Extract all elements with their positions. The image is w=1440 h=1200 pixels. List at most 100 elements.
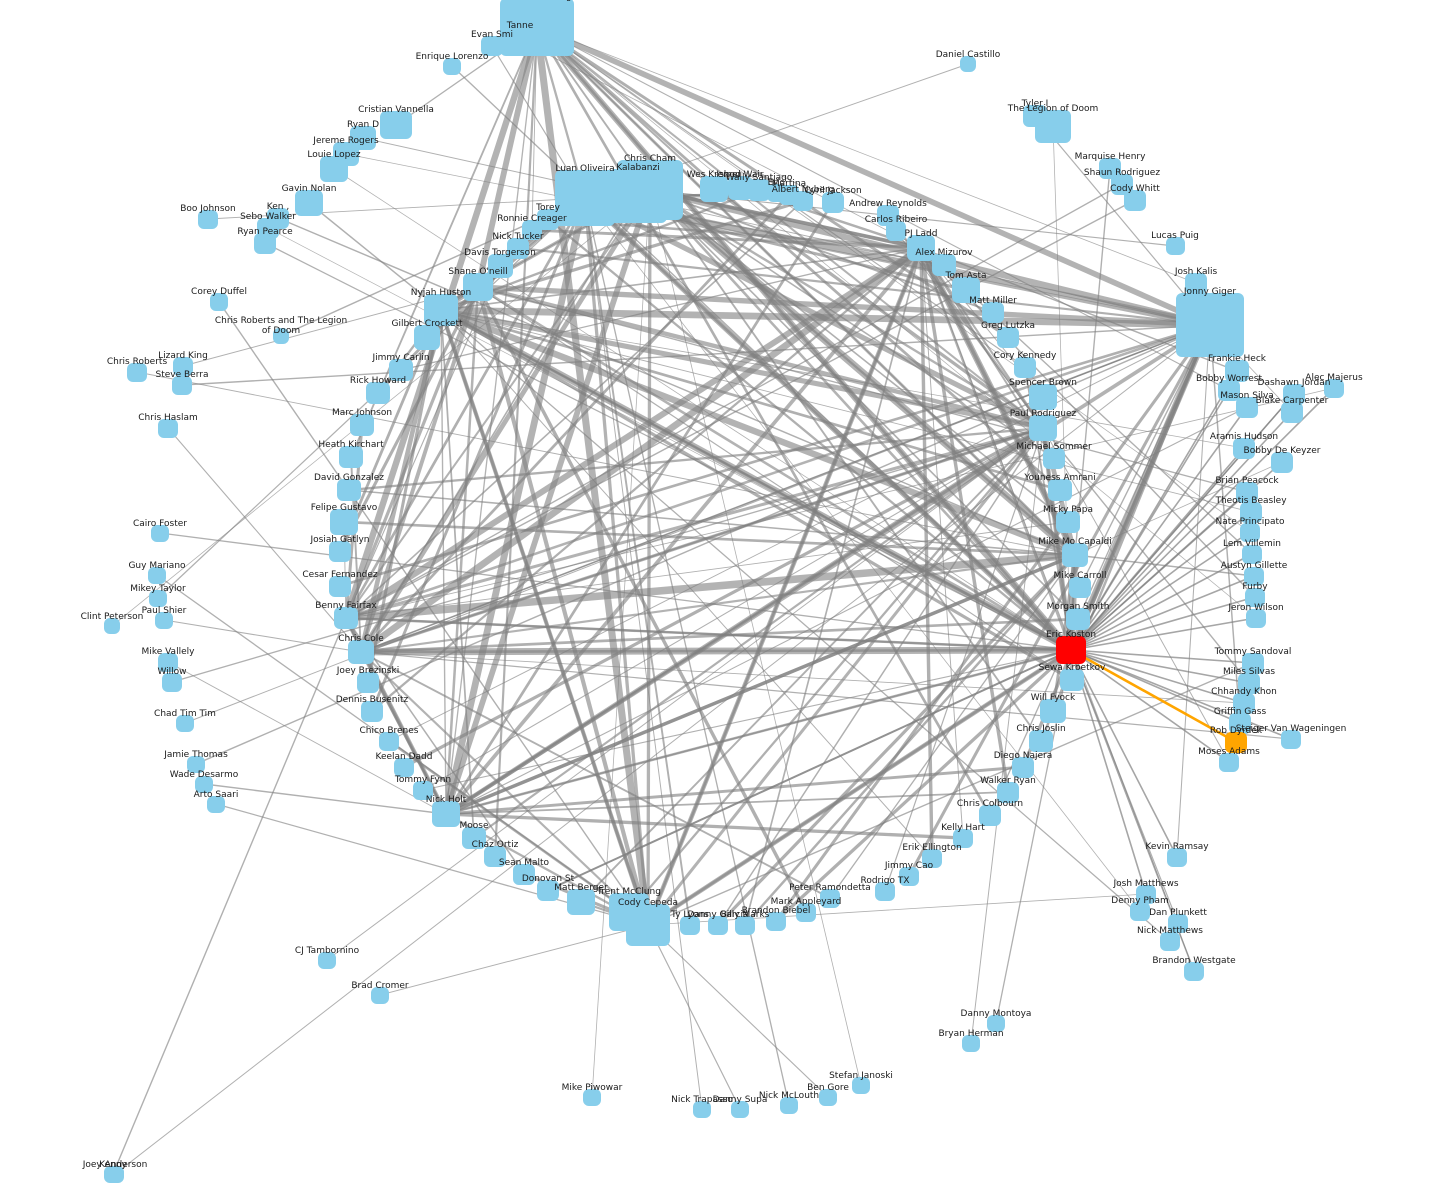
graph-node[interactable]	[1233, 437, 1255, 459]
graph-node[interactable]	[748, 179, 770, 201]
graph-node[interactable]	[413, 780, 433, 800]
graph-node[interactable]	[295, 190, 323, 216]
graph-node[interactable]	[1244, 566, 1264, 586]
graph-node[interactable]	[273, 328, 289, 344]
graph-node[interactable]	[1225, 360, 1249, 382]
graph-node[interactable]	[339, 446, 363, 468]
graph-node[interactable]	[1238, 672, 1260, 694]
graph-node[interactable]	[1236, 396, 1258, 418]
graph-node[interactable]	[334, 607, 358, 629]
graph-node[interactable]	[148, 566, 166, 584]
graph-node[interactable]	[1160, 931, 1180, 951]
graph-node[interactable]	[886, 221, 906, 241]
graph-node[interactable]	[329, 575, 351, 597]
graph-node[interactable]	[1099, 157, 1121, 179]
graph-node[interactable]	[1168, 913, 1188, 933]
graph-node[interactable]	[350, 414, 374, 436]
graph-node[interactable]	[394, 757, 414, 777]
graph-node[interactable]	[463, 273, 493, 301]
graph-node[interactable]	[1035, 109, 1071, 143]
graph-node[interactable]	[462, 827, 486, 849]
graph-node[interactable]	[254, 232, 276, 254]
graph-node[interactable]	[1062, 543, 1088, 567]
graph-node[interactable]	[1130, 901, 1150, 921]
graph-node[interactable]	[932, 254, 956, 276]
graph-node[interactable]	[852, 1076, 870, 1094]
graph-node[interactable]	[1281, 729, 1301, 749]
graph-node[interactable]	[1111, 173, 1133, 195]
graph-node[interactable]	[432, 801, 460, 827]
graph-node[interactable]	[1242, 652, 1264, 674]
graph-node[interactable]	[1236, 481, 1258, 503]
graph-node[interactable]	[207, 795, 225, 813]
graph-node[interactable]	[414, 324, 440, 350]
graph-node[interactable]	[507, 237, 529, 259]
graph-node[interactable]	[1233, 692, 1255, 714]
graph-node[interactable]	[1229, 712, 1251, 734]
graph-node[interactable]	[1029, 384, 1057, 410]
graph-node[interactable]	[1165, 237, 1185, 255]
graph-node-partner[interactable]	[1225, 731, 1247, 753]
graph-node[interactable]	[1245, 587, 1265, 607]
graph-node[interactable]	[155, 611, 173, 629]
graph-node[interactable]	[337, 479, 361, 501]
graph-node[interactable]	[997, 781, 1019, 803]
graph-node[interactable]	[1056, 511, 1080, 533]
graph-node[interactable]	[106, 1165, 124, 1183]
graph-node[interactable]	[318, 951, 336, 969]
graph-node[interactable]	[1040, 699, 1066, 723]
graph-node[interactable]	[780, 1096, 798, 1114]
graph-node[interactable]	[1281, 401, 1303, 423]
graph-node[interactable]	[1048, 479, 1072, 501]
graph-node[interactable]	[979, 804, 1001, 826]
graph-node[interactable]	[1029, 730, 1053, 752]
graph-node[interactable]	[104, 618, 120, 634]
graph-node[interactable]	[1014, 356, 1036, 378]
graph-node[interactable]	[1283, 383, 1305, 405]
graph-node[interactable]	[982, 301, 1004, 323]
graph-node[interactable]	[907, 235, 935, 261]
graph-node[interactable]	[361, 700, 383, 722]
graph-node[interactable]	[875, 881, 895, 901]
graph-node[interactable]	[555, 170, 615, 226]
graph-node[interactable]	[513, 863, 535, 885]
graph-node[interactable]	[1185, 272, 1207, 294]
graph-node[interactable]	[173, 356, 193, 376]
graph-node[interactable]	[357, 671, 379, 693]
graph-node[interactable]	[766, 911, 786, 931]
graph-node[interactable]	[820, 888, 840, 908]
graph-node[interactable]	[700, 176, 728, 202]
graph-node[interactable]	[609, 169, 667, 223]
graph-node[interactable]	[1184, 961, 1204, 981]
graph-node[interactable]	[1271, 451, 1293, 473]
graph-node[interactable]	[389, 359, 413, 381]
graph-node[interactable]	[987, 1014, 1005, 1032]
graph-node[interactable]	[922, 848, 942, 868]
graph-node[interactable]	[149, 589, 167, 607]
graph-node[interactable]	[952, 277, 980, 303]
graph-node[interactable]	[1124, 189, 1146, 211]
graph-node[interactable]	[680, 915, 700, 935]
graph-node[interactable]	[793, 191, 813, 211]
graph-node[interactable]	[1069, 576, 1091, 598]
graph-node[interactable]	[172, 375, 192, 395]
graph-node[interactable]	[1240, 522, 1260, 542]
graph-node[interactable]	[997, 326, 1019, 348]
graph-node[interactable]	[537, 208, 559, 230]
graph-node[interactable]	[1324, 378, 1344, 398]
graph-node[interactable]	[1029, 415, 1057, 441]
graph-node[interactable]	[1012, 756, 1034, 778]
graph-node[interactable]	[158, 418, 178, 438]
graph-node[interactable]	[819, 1088, 837, 1106]
graph-node[interactable]	[1066, 608, 1090, 630]
graph-node[interactable]	[487, 254, 513, 278]
graph-node[interactable]	[1176, 293, 1244, 357]
graph-node[interactable]	[320, 156, 348, 182]
graph-node[interactable]	[380, 111, 412, 139]
graph-node[interactable]	[504, 27, 536, 53]
graph-node[interactable]	[158, 652, 178, 672]
graph-node[interactable]	[626, 904, 670, 946]
graph-node[interactable]	[583, 1088, 601, 1106]
graph-node[interactable]	[195, 775, 213, 793]
graph-node[interactable]	[962, 1034, 980, 1052]
